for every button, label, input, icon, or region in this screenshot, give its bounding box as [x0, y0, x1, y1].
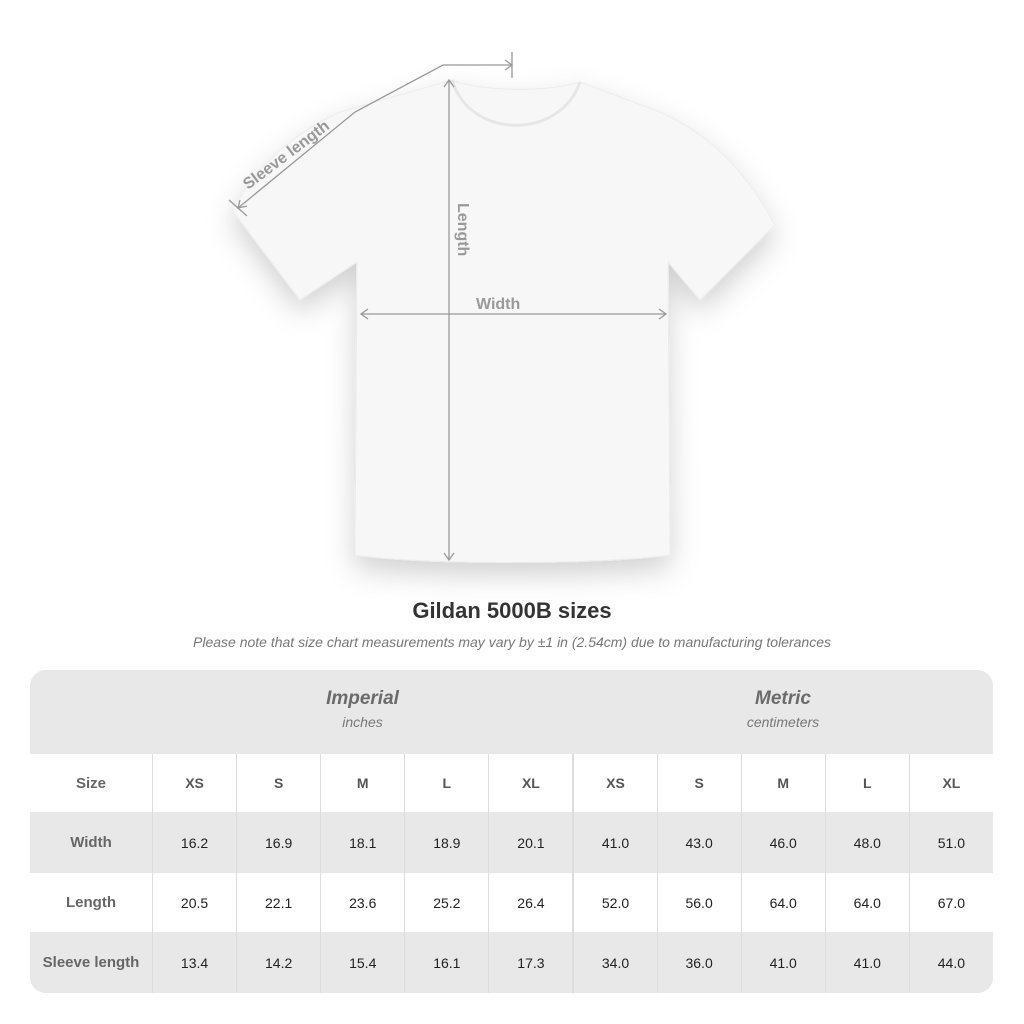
- row-label: Size: [75, 774, 106, 792]
- size-header-cell: XS: [152, 754, 236, 812]
- size-header-cell: L: [824, 754, 909, 812]
- table-cell: 67.0: [908, 873, 993, 932]
- row-label: Length: [66, 894, 116, 911]
- width-measure-line: [359, 308, 668, 320]
- size-header-cell: S: [236, 754, 320, 812]
- table-cell: 34.0: [572, 932, 656, 993]
- table-cell: 51.0: [908, 812, 993, 873]
- size-header-cell: L: [404, 754, 488, 812]
- table-cell: 23.6: [320, 873, 404, 932]
- table-cell: 15.4: [320, 932, 404, 993]
- tolerance-note: Please note that size chart measurements…: [193, 634, 831, 650]
- table-row: Width 16.2 16.9 18.1 18.9 20.1 41.0 43.0 46.0 48.…: [30, 812, 993, 873]
- table-cell: 52.0: [572, 873, 656, 932]
- row-label: Width: [70, 834, 112, 851]
- table-cell: 17.3: [488, 932, 572, 993]
- table-cell: 20.5: [152, 873, 236, 932]
- size-header-cell: M: [320, 754, 404, 812]
- imperial-group-header: Imperial inches: [152, 670, 573, 754]
- table-cell: 56.0: [656, 873, 741, 932]
- table-cell: 41.0: [572, 812, 656, 873]
- table-cell: 64.0: [740, 873, 825, 932]
- table-cell: 20.1: [488, 812, 572, 873]
- size-header-cell: M: [740, 754, 825, 812]
- table-cell: 36.0: [656, 932, 741, 993]
- size-table: Imperial inches Metric centimeters Size X…: [30, 670, 993, 993]
- imperial-title: Imperial: [326, 688, 399, 709]
- table-cell: 14.2: [236, 932, 320, 993]
- metric-unit: centimeters: [746, 714, 820, 730]
- imperial-unit: inches: [342, 714, 383, 730]
- table-cell: 48.0: [824, 812, 909, 873]
- table-cell: 26.4: [488, 873, 572, 932]
- length-label: Length: [454, 203, 471, 256]
- tshirt-diagram: Sleeve length Length Width: [228, 52, 776, 563]
- size-header-cell: XS: [572, 754, 656, 812]
- table-cell: 44.0: [908, 932, 993, 993]
- table-cell: 18.9: [404, 812, 488, 873]
- metric-group-header: Metric centimeters: [573, 670, 993, 754]
- table-cell: 16.9: [236, 812, 320, 873]
- size-header-cell: S: [656, 754, 741, 812]
- row-label: Sleeve length: [42, 954, 140, 971]
- table-row: Length 20.5 22.1 23.6 25.2 26.4 52.0 56.0 64.0 64…: [30, 873, 993, 932]
- size-header-cell: XL: [488, 754, 572, 812]
- table-cell: 46.0: [740, 812, 825, 873]
- table-cell: 18.1: [320, 812, 404, 873]
- sleeve-measure-line: [237, 64, 512, 209]
- table-cell: 16.2: [152, 812, 236, 873]
- width-label: Width: [476, 296, 520, 313]
- size-header-cell: XL: [908, 754, 993, 812]
- length-measure-line: [443, 78, 455, 562]
- table-row: Sleeve length 13.4 14.2 15.4 16.1 17.3 34.0 36.…: [30, 932, 993, 993]
- table-cell: 22.1: [236, 873, 320, 932]
- table-header-row: Size XS S M L XL XS S M L XL: [30, 754, 993, 812]
- table-cell: 64.0: [824, 873, 909, 932]
- tshirt-shape: [231, 79, 776, 563]
- metric-title: Metric: [755, 688, 811, 709]
- chart-title: Gildan 5000B sizes: [412, 598, 612, 623]
- table-cell: 25.2: [404, 873, 488, 932]
- table-cell: 16.1: [404, 932, 488, 993]
- table-cell: 41.0: [740, 932, 825, 993]
- table-cell: 43.0: [656, 812, 741, 873]
- table-cell: 13.4: [152, 932, 236, 993]
- table-cell: 41.0: [824, 932, 909, 993]
